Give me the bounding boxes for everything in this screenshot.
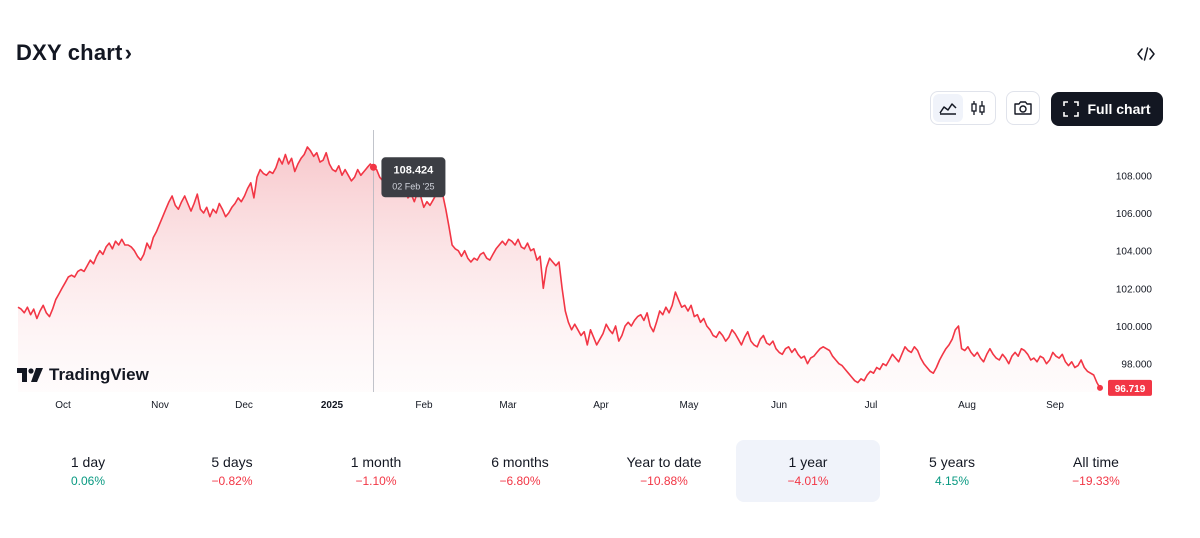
period-selector: 1 day 0.06% 5 days −0.82% 1 month −1.10% 6 mon… xyxy=(16,440,1168,502)
period-change: −10.88% xyxy=(640,474,688,488)
period-label: 1 year xyxy=(788,454,828,470)
period-tab[interactable]: 5 years 4.15% xyxy=(880,440,1024,502)
chevron-right-icon: › xyxy=(124,40,133,65)
last-value-badge xyxy=(1108,379,1152,396)
period-label: Year to date xyxy=(626,454,702,470)
tradingview-logo: TradingView xyxy=(17,365,149,385)
y-tick-label: 100.000 xyxy=(1116,322,1153,333)
period-change: −4.01% xyxy=(787,474,829,488)
logo-text: TradingView xyxy=(49,365,149,384)
x-tick-label: Oct xyxy=(55,400,71,411)
code-icon xyxy=(1137,47,1155,61)
x-tick-label: Dec xyxy=(235,400,253,411)
chart-style-toggle xyxy=(930,91,996,125)
camera-icon xyxy=(1014,101,1032,115)
last-point xyxy=(1097,384,1103,391)
x-tick-label: Jul xyxy=(865,400,878,411)
x-tick-label: Sep xyxy=(1046,400,1064,411)
tooltip-date: 02 Feb '25 xyxy=(392,181,434,191)
y-tick-label: 102.000 xyxy=(1116,284,1153,295)
period-change: 0.06% xyxy=(70,474,106,488)
tradingview-mark-icon xyxy=(17,368,43,382)
x-tick-label: Nov xyxy=(151,400,169,411)
period-label: 6 months xyxy=(491,454,549,470)
period-tab[interactable]: 1 day 0.06% xyxy=(16,440,160,502)
x-tick-label: May xyxy=(680,400,699,411)
page-title[interactable]: DXY chart› xyxy=(16,40,132,66)
full-chart-button[interactable]: Full chart xyxy=(1051,92,1163,126)
period-tab[interactable]: 5 days −0.82% xyxy=(160,440,304,502)
period-change: −19.33% xyxy=(1072,474,1120,488)
y-tick-label: 98.000 xyxy=(1121,360,1152,371)
tooltip-value: 108.424 xyxy=(394,164,435,176)
last-value-label: 96.719 xyxy=(1115,384,1146,395)
tooltip-box xyxy=(381,157,446,198)
series-line xyxy=(17,146,1101,389)
period-tab[interactable]: 1 year −4.01% xyxy=(736,440,880,502)
x-tick-label: Jun xyxy=(771,400,787,411)
candles-style-button[interactable] xyxy=(963,94,993,122)
period-label: 5 days xyxy=(211,454,253,470)
period-tab[interactable]: All time −19.33% xyxy=(1024,440,1168,502)
period-label: All time xyxy=(1073,454,1119,470)
fullscreen-icon xyxy=(1063,101,1080,117)
area-fill xyxy=(18,147,1100,392)
chart[interactable]: 98.000 100.000 102.000 104.000 106.000 108.00… xyxy=(0,130,1200,420)
period-label: 1 day xyxy=(70,454,106,470)
x-tick-label: Apr xyxy=(593,400,609,411)
period-tab[interactable]: 1 month −1.10% xyxy=(304,440,448,502)
full-chart-label: Full chart xyxy=(1087,101,1151,117)
x-tick-label: Feb xyxy=(415,400,433,411)
hover-point xyxy=(369,163,377,171)
y-tick-label: 104.000 xyxy=(1116,247,1153,258)
candlestick-icon xyxy=(971,101,985,115)
y-tick-label: 106.000 xyxy=(1116,209,1153,220)
period-change: 4.15% xyxy=(934,474,970,488)
period-change: −1.10% xyxy=(355,474,397,488)
screenshot-button[interactable] xyxy=(1006,91,1040,125)
title-text: DXY chart xyxy=(16,40,123,65)
period-tab[interactable]: Year to date −10.88% xyxy=(592,440,736,502)
period-change: −6.80% xyxy=(499,474,541,488)
x-tick-label: Aug xyxy=(958,400,976,411)
x-tick-label: Mar xyxy=(499,400,517,411)
period-tab[interactable]: 6 months −6.80% xyxy=(448,440,592,502)
area-style-button[interactable] xyxy=(933,94,963,122)
period-label: 1 month xyxy=(350,454,402,470)
embed-code-button[interactable] xyxy=(1132,42,1160,66)
area-chart-icon xyxy=(939,103,957,115)
x-tick-label: 2025 xyxy=(321,400,344,411)
y-tick-label: 108.000 xyxy=(1116,171,1153,182)
period-change: −0.82% xyxy=(211,474,253,488)
period-label: 5 years xyxy=(929,454,975,470)
